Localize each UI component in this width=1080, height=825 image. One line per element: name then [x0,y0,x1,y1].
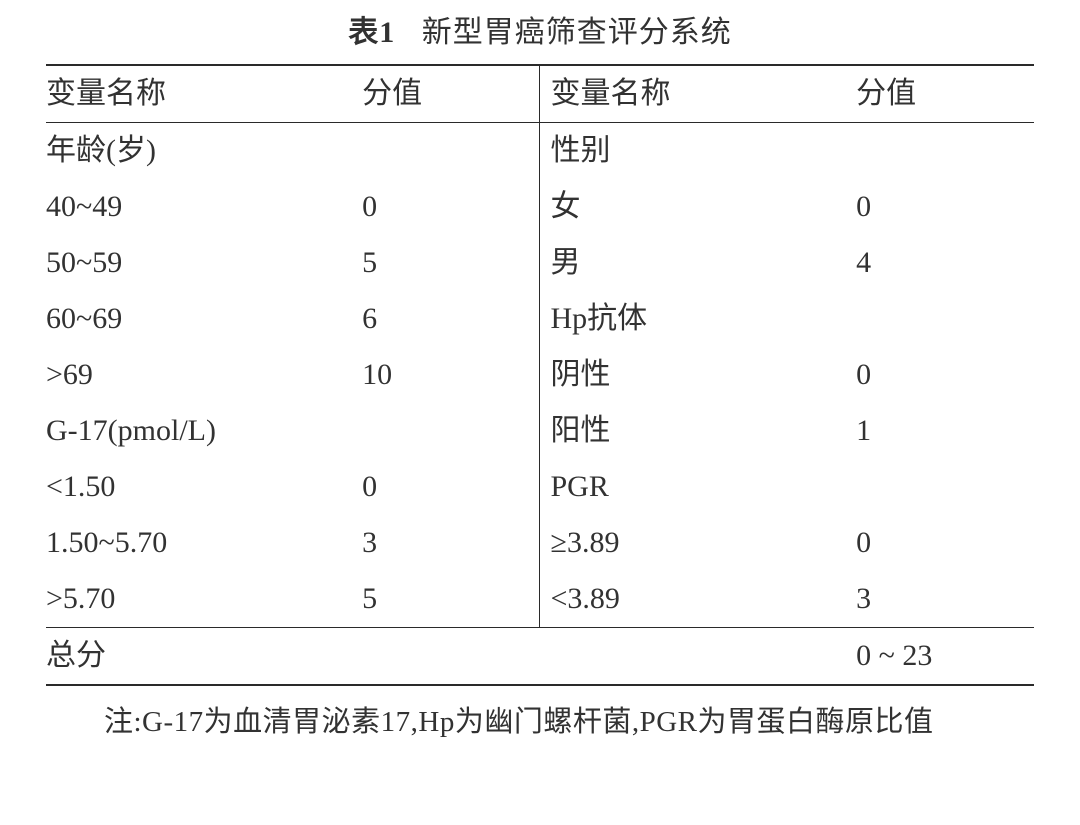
table-caption: 表1 新型胃癌筛查评分系统 [46,18,1034,48]
cell-score [856,123,1034,180]
cell-variable: >69 [46,347,362,403]
cell-variable: 50~59 [46,235,362,291]
cell-score: 6 [362,291,540,347]
table-row: >69 10 阴性 0 [46,347,1034,403]
cell-variable: 年龄(岁) [46,123,362,180]
cell-variable: 性别 [540,123,856,180]
header-variable-right: 变量名称 [540,65,856,123]
header-score-right: 分值 [856,65,1034,123]
scoring-table: 变量名称 分值 变量名称 分值 年龄(岁) 性别 40~49 0 女 0 50~… [46,64,1034,686]
cell-score: 0 [856,347,1034,403]
table-row: 40~49 0 女 0 [46,179,1034,235]
cell-variable: 男 [540,235,856,291]
cell-score: 0 [856,179,1034,235]
cell-variable: <1.50 [46,459,362,515]
header-variable-left: 变量名称 [46,65,362,123]
cell-score: 10 [362,347,540,403]
cell-score: 0 [362,179,540,235]
cell-variable: PGR [540,459,856,515]
table-row: 1.50~5.70 3 ≥3.89 0 [46,515,1034,571]
table-row: 50~59 5 男 4 [46,235,1034,291]
cell-score: 3 [856,571,1034,628]
cell-score: 0 [856,515,1034,571]
table-title: 新型胃癌筛查评分系统 [422,16,732,49]
cell-score [856,459,1034,515]
table-row: <1.50 0 PGR [46,459,1034,515]
cell-score: 1 [856,403,1034,459]
table-footnote: 注:G-17为血清胃泌素17,Hp为幽门螺杆菌,PGR为胃蛋白酶原比值 [46,700,1034,745]
table-number: 表1 [348,16,395,49]
cell-variable: Hp抗体 [540,291,856,347]
cell-variable: 阴性 [540,347,856,403]
cell-variable: 60~69 [46,291,362,347]
cell-variable: 1.50~5.70 [46,515,362,571]
cell-score: 4 [856,235,1034,291]
cell-score [362,403,540,459]
page: 表1 新型胃癌筛查评分系统 变量名称 分值 变量名称 分值 年龄(岁) 性别 4… [0,0,1080,825]
cell-score: 3 [362,515,540,571]
cell-blank [540,628,856,686]
total-range: 0 ~ 23 [856,628,1034,686]
cell-variable: 女 [540,179,856,235]
total-label: 总分 [46,628,362,686]
cell-variable: G-17(pmol/L) [46,403,362,459]
table-row: G-17(pmol/L) 阳性 1 [46,403,1034,459]
cell-variable: ≥3.89 [540,515,856,571]
cell-blank [362,628,540,686]
cell-variable: >5.70 [46,571,362,628]
cell-variable: 阳性 [540,403,856,459]
table-total-row: 总分 0 ~ 23 [46,628,1034,686]
cell-variable: 40~49 [46,179,362,235]
cell-score: 0 [362,459,540,515]
table-row: >5.70 5 <3.89 3 [46,571,1034,628]
cell-score [856,291,1034,347]
header-score-left: 分值 [362,65,540,123]
cell-score: 5 [362,235,540,291]
table-row: 年龄(岁) 性别 [46,123,1034,180]
cell-variable: <3.89 [540,571,856,628]
table-row: 60~69 6 Hp抗体 [46,291,1034,347]
cell-score: 5 [362,571,540,628]
table-header-row: 变量名称 分值 变量名称 分值 [46,65,1034,123]
cell-score [362,123,540,180]
